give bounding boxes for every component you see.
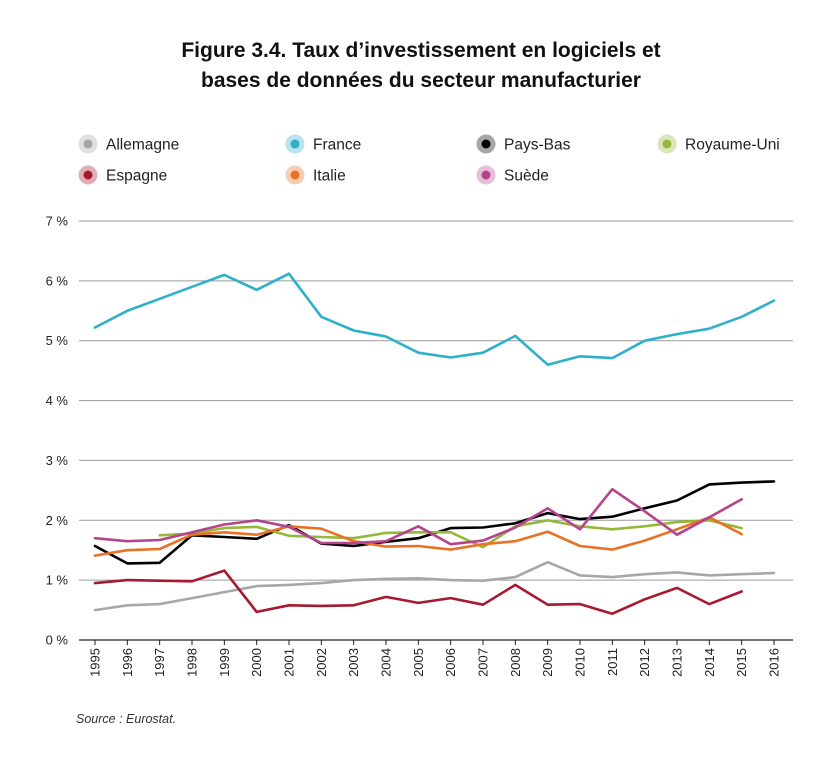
x-tick-label: 2007 (476, 648, 491, 677)
x-tick-label: 2014 (702, 648, 717, 677)
legend-label: Espagne (106, 168, 167, 185)
x-tick-label: 1997 (152, 648, 167, 677)
series-line-allemagne (93, 560, 776, 612)
x-tick-label: 2009 (540, 648, 555, 677)
x-tick-label: 2005 (411, 648, 426, 677)
legend-item-pays-bas: Pays-Bas (476, 134, 571, 154)
x-tick-label: 2006 (443, 648, 458, 677)
x-tick-label: 1996 (120, 648, 135, 677)
legend-item-italie: Italie (285, 165, 346, 185)
x-tick-label: 1999 (217, 648, 232, 677)
x-tick-label: 1998 (185, 648, 200, 677)
series-lines (93, 272, 776, 615)
legend-marker (662, 139, 672, 149)
legend-label: Pays-Bas (504, 137, 571, 154)
legend-marker (290, 139, 300, 149)
series-line-espagne (93, 569, 743, 615)
y-tick-label: 6 % (46, 273, 69, 288)
legend-label: Allemagne (106, 137, 179, 154)
legend-item-france: France (285, 134, 361, 154)
series-line-italie (93, 516, 743, 557)
legend-item-royaume-uni: Royaume-Uni (657, 134, 780, 154)
x-tick-label: 2011 (605, 648, 620, 676)
x-tick-label: 2002 (314, 648, 329, 677)
x-tick-label: 2003 (346, 648, 361, 677)
x-tick-label: 1995 (88, 648, 103, 677)
legend-marker (290, 170, 300, 180)
gridlines (79, 220, 793, 581)
chart-title-line-2: bases de données du secteur manufacturie… (201, 69, 641, 92)
x-tick-label: 2008 (508, 648, 523, 677)
legend-item-suede: Suède (476, 165, 549, 185)
legend-label: Italie (313, 168, 346, 185)
legend-marker (481, 170, 491, 180)
series-line-royaume-uni (158, 519, 743, 549)
source-note: Source : Eurostat. (76, 712, 176, 726)
legend-label: France (313, 137, 361, 154)
legend-label: Suède (504, 168, 549, 185)
y-axis: 0 % 1 % 2 % 3 % 4 % 5 % 6 % 7 % (46, 214, 69, 648)
x-tick-label: 2016 (767, 648, 782, 677)
x-tick-label: 2013 (670, 648, 685, 677)
x-tick-label: 2000 (249, 648, 264, 677)
x-axis: 1995 1996 1997 1998 1999 2000 2001 2002 2003 2004… (79, 639, 793, 677)
legend-marker (83, 139, 93, 149)
legend-marker (83, 170, 93, 180)
x-tick-label: 2015 (734, 648, 749, 677)
legend: Allemagne France Pays-Bas Royaume-Uni Espagn… (78, 134, 780, 185)
x-tick-label: 2004 (379, 648, 394, 677)
legend-label: Royaume-Uni (685, 137, 780, 154)
y-tick-label: 3 % (46, 453, 69, 468)
x-tick-label: 2012 (637, 648, 652, 677)
x-tick-label: 2010 (573, 648, 588, 677)
y-tick-label: 0 % (46, 633, 69, 648)
chart-title-line-1: Figure 3.4. Taux d’investissement en log… (181, 39, 660, 62)
y-tick-label: 7 % (46, 214, 69, 229)
legend-marker (481, 139, 491, 149)
x-tick-label: 2001 (282, 648, 297, 677)
series-line-suede (93, 487, 743, 546)
y-tick-label: 2 % (46, 513, 69, 528)
legend-item-espagne: Espagne (78, 165, 167, 185)
y-tick-label: 1 % (46, 573, 69, 588)
y-tick-label: 4 % (46, 393, 69, 408)
y-tick-label: 5 % (46, 333, 69, 348)
series-line-france (93, 272, 776, 366)
legend-item-allemagne: Allemagne (78, 134, 179, 154)
